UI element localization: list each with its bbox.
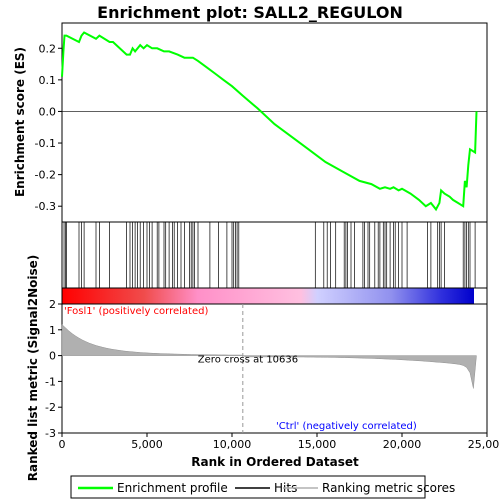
enrichment-profile-line xyxy=(61,31,478,212)
es-tick-label: 0.0 xyxy=(39,105,57,118)
rank-color-band xyxy=(62,288,474,304)
metric-tick-label: 2 xyxy=(49,298,56,311)
x-axis-label: Rank in Ordered Dataset xyxy=(191,455,359,469)
chart-title: Enrichment plot: SALL2_REGULON xyxy=(97,3,403,22)
es-tick-label: -0.2 xyxy=(35,169,56,182)
x-tick-label: 15,000 xyxy=(298,438,337,451)
metric-y-axis-label: Ranked list metric (Signal2Noise) xyxy=(26,255,40,482)
metric-tick-label: 1 xyxy=(49,324,56,337)
legend-enrichment-label: Enrichment profile xyxy=(117,481,228,495)
legend-box xyxy=(70,475,426,499)
positive-correlation-label: 'Fosl1' (positively correlated) xyxy=(64,306,208,317)
metric-tick-label: -1 xyxy=(45,375,56,388)
es-y-ticks: 0.2 0.1 0.0 -0.1 -0.2 -0.3 xyxy=(35,42,62,213)
x-tick-label: 20,000 xyxy=(383,438,422,451)
ranking-metric-area xyxy=(61,324,477,389)
zero-cross-label: Zero cross at 10636 xyxy=(198,355,298,366)
es-y-axis-label: Enrichment score (ES) xyxy=(13,47,27,197)
x-tick-label: 5,000 xyxy=(131,438,163,451)
x-tick-label: 0 xyxy=(59,438,66,451)
negative-correlation-label: 'Ctrl' (negatively correlated) xyxy=(276,421,417,432)
es-tick-label: -0.3 xyxy=(35,200,56,213)
metric-y-ticks: 2 1 0 -1 -2 -3 xyxy=(45,298,62,440)
es-panel xyxy=(61,22,488,223)
metric-tick-label: -3 xyxy=(45,427,56,440)
x-tick-label: 25,000 xyxy=(468,438,500,451)
metric-tick-label: 0 xyxy=(49,350,56,363)
metric-panel xyxy=(61,303,488,434)
metric-tick-label: -2 xyxy=(45,401,56,414)
hits-marks xyxy=(63,222,476,288)
es-tick-label: 0.1 xyxy=(39,74,57,87)
legend-metric-label: Ranking metric scores xyxy=(322,481,455,495)
x-axis-ticks: 0 5,000 10,000 15,000 20,000 25,000 xyxy=(59,433,500,451)
hits-panel xyxy=(61,221,488,289)
es-tick-label: 0.2 xyxy=(39,42,57,55)
x-tick-label: 10,000 xyxy=(213,438,252,451)
es-tick-label: -0.1 xyxy=(35,137,56,150)
